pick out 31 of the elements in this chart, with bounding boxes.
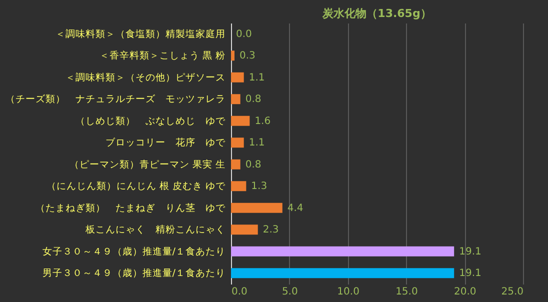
- y-tick-label: （チーズ類） ナチュラルチーズ モッツァレラ: [6, 93, 226, 106]
- x-tick-label: 10.0: [337, 286, 360, 298]
- y-tick-label: （ピーマン類）青ピーマン 果実 生: [69, 158, 226, 170]
- y-tick-label: ＜香辛料類＞こしょう 黒 粉: [99, 50, 226, 62]
- y-tick-label: （にんじん類）にんじん 根 皮むき ゆで: [46, 180, 226, 192]
- y-tick-label: 板こんにゃく 精粉こんにゃく: [84, 224, 226, 236]
- y-tick-label: ＜調味料類＞（その他）ピザソース: [66, 71, 226, 84]
- y-tick-label: 男子３０～４９（歳）推進量/１食あたり: [42, 267, 226, 280]
- chart-title: 炭水化物（13.65g）: [322, 7, 432, 20]
- data-label: 19.1: [459, 246, 482, 258]
- y-tick-label: ＜調味料類＞（食塩類）精製塩家庭用: [56, 28, 226, 40]
- data-label: 1.6: [254, 116, 271, 127]
- x-tick-label: 25.0: [501, 286, 524, 298]
- x-tick-label: 5.0: [282, 286, 298, 298]
- x-tick-label: 0.0: [232, 286, 248, 298]
- data-label: 1.1: [248, 138, 265, 149]
- data-label: 2.3: [262, 224, 279, 236]
- x-tick-label: 15.0: [396, 286, 418, 298]
- data-label: 19.1: [459, 268, 482, 280]
- data-label: 4.4: [287, 202, 304, 214]
- y-tick-label: ブロッコリー 花序 ゆで: [106, 136, 226, 149]
- data-label: 0.0: [236, 28, 252, 40]
- y-tick-label: 女子３０～４９（歳）推進量/１食あたり: [42, 245, 226, 258]
- x-tick-label: 20.0: [454, 286, 476, 298]
- data-label: 0.3: [240, 50, 256, 62]
- data-label: 0.8: [245, 159, 262, 170]
- data-label: 0.8: [245, 94, 262, 106]
- data-label: 1.1: [248, 72, 265, 84]
- data-label: 1.3: [251, 181, 268, 192]
- y-tick-label: （しめじ類） ぶなしめじ ゆで: [76, 114, 226, 127]
- y-tick-label: （たまねぎ類） たまねぎ りん茎 ゆで: [36, 202, 226, 214]
